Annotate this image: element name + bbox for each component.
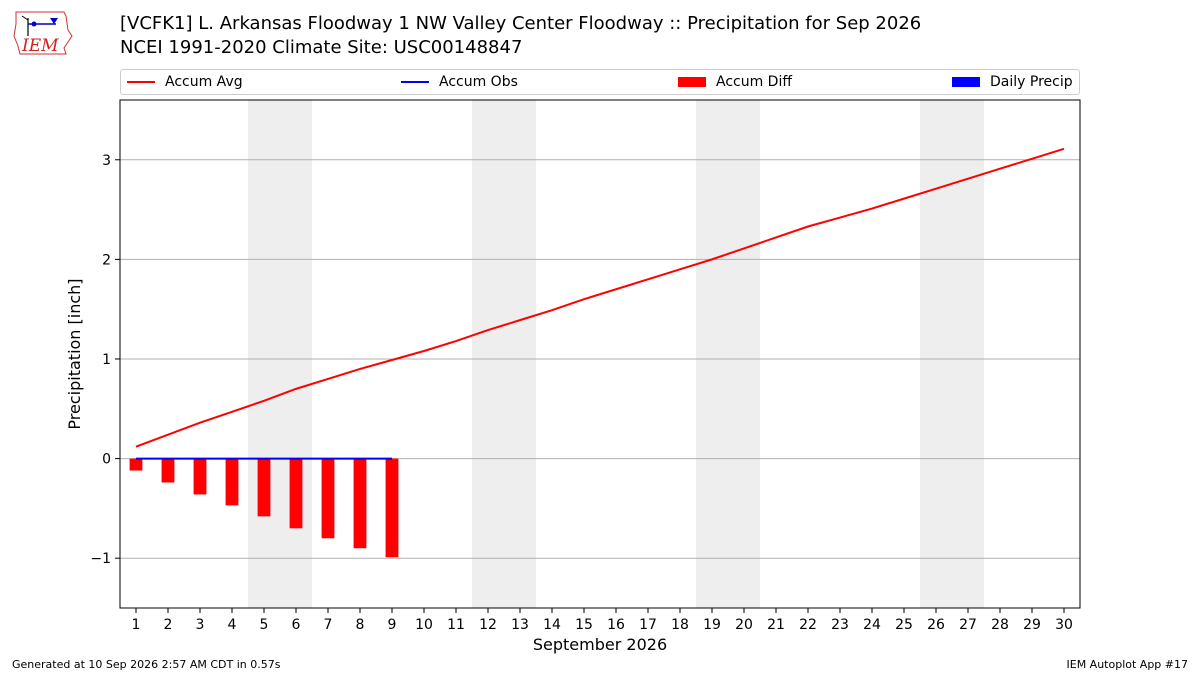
x-tick-label: 16 xyxy=(607,617,625,633)
weekend-band xyxy=(472,100,536,608)
legend-item-daily-precip: Daily Precip xyxy=(952,70,1073,94)
x-tick-label: 15 xyxy=(575,617,593,633)
x-tick-label: 12 xyxy=(479,617,497,633)
legend-item-accum-obs: Accum Obs xyxy=(401,70,518,94)
chart-title: [VCFK1] L. Arkansas Floodway 1 NW Valley… xyxy=(120,12,921,60)
footer-app: IEM Autoplot App #17 xyxy=(1066,658,1189,671)
legend-label: Accum Diff xyxy=(716,74,793,90)
bar-accum-diff xyxy=(321,458,335,539)
weekend-band xyxy=(248,100,312,608)
x-tick-label: 22 xyxy=(799,617,817,633)
x-tick-label: 9 xyxy=(388,617,397,633)
x-tick-label: 5 xyxy=(260,617,269,633)
legend-swatch xyxy=(952,77,980,87)
legend-item-accum-avg: Accum Avg xyxy=(127,70,243,94)
bar-accum-diff xyxy=(193,458,207,495)
x-tick-label: 28 xyxy=(991,617,1009,633)
weekend-shading xyxy=(248,100,984,608)
x-tick-label: 18 xyxy=(671,617,689,633)
x-tick-label: 20 xyxy=(735,617,753,633)
title-line-2: NCEI 1991-2020 Climate Site: USC00148847 xyxy=(120,37,523,58)
y-tick-label: 1 xyxy=(102,352,111,368)
x-tick-label: 17 xyxy=(639,617,657,633)
y-tick-label: 2 xyxy=(102,252,111,268)
x-tick-label: 13 xyxy=(511,617,529,633)
x-tick-label: 29 xyxy=(1023,617,1041,633)
footer-generated: Generated at 10 Sep 2026 2:57 AM CDT in … xyxy=(12,658,281,671)
x-axis-label: September 2026 xyxy=(533,635,667,654)
bar-accum-diff xyxy=(353,458,367,549)
x-tick-label: 24 xyxy=(863,617,881,633)
weekend-band xyxy=(696,100,760,608)
x-tick-label: 7 xyxy=(324,617,333,633)
bar-accum-diff xyxy=(257,458,271,517)
bar-accum-diff xyxy=(289,458,303,529)
x-tick-label: 11 xyxy=(447,617,465,633)
x-tick-label: 23 xyxy=(831,617,849,633)
y-tick-label: 3 xyxy=(102,153,111,169)
series-lines xyxy=(135,147,1065,460)
x-tick-label: 6 xyxy=(292,617,301,633)
bar-accum-diff xyxy=(225,458,239,506)
y-axis-label: Precipitation [inch] xyxy=(65,278,84,429)
logo-text: IEM xyxy=(21,36,59,56)
legend-swatch xyxy=(127,81,155,83)
plot-frame xyxy=(119,99,1081,609)
x-tick-label: 10 xyxy=(415,617,433,633)
legend-item-accum-diff: Accum Diff xyxy=(678,70,792,94)
x-tick-label: 8 xyxy=(356,617,365,633)
x-tick-label: 4 xyxy=(228,617,237,633)
x-tick-label: 21 xyxy=(767,617,785,633)
x-tick-label: 26 xyxy=(927,617,945,633)
x-axis-ticks: 1 2 3 4 5 6 7 8 9 10 11 12 13 14 15 16 17 18 19 20 21 22 23 24 2… xyxy=(132,608,1073,633)
legend-swatch xyxy=(401,81,429,83)
x-tick-label: 3 xyxy=(196,617,205,633)
legend: Accum Avg Accum Obs Accum Diff Daily Pre… xyxy=(120,69,1080,95)
x-tick-label: 14 xyxy=(543,617,561,633)
iem-logo: IEM xyxy=(13,11,73,56)
legend-label: Accum Obs xyxy=(439,74,518,90)
y-tick-label: 0 xyxy=(102,452,111,468)
bar-accum-diff xyxy=(129,458,143,471)
x-tick-label: 2 xyxy=(164,617,173,633)
bar-accum-diff xyxy=(385,458,399,558)
x-tick-label: 1 xyxy=(132,617,141,633)
x-tick-label: 30 xyxy=(1055,617,1073,633)
bar-accum-diff xyxy=(161,458,175,483)
y-axis-ticks: −1 0 1 2 3 xyxy=(90,153,120,567)
legend-label: Accum Avg xyxy=(165,74,243,90)
y-tick-label: −1 xyxy=(90,551,111,567)
legend-label: Daily Precip xyxy=(990,74,1073,90)
accum-diff-bars xyxy=(129,458,399,558)
title-line-1: [VCFK1] L. Arkansas Floodway 1 NW Valley… xyxy=(120,13,922,34)
x-tick-label: 25 xyxy=(895,617,913,633)
line-accum-avg xyxy=(135,147,1065,448)
legend-swatch xyxy=(678,77,706,87)
x-tick-label: 27 xyxy=(959,617,977,633)
x-tick-label: 19 xyxy=(703,617,721,633)
